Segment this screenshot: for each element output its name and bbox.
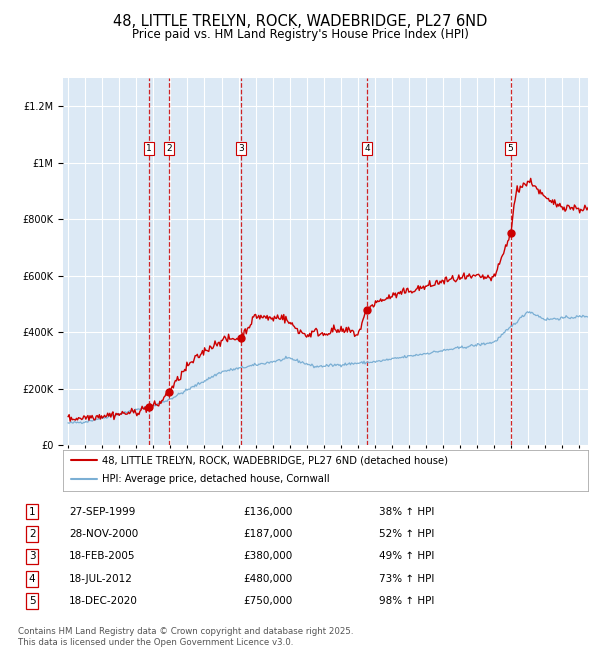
Text: 5: 5 xyxy=(29,597,35,606)
Text: Price paid vs. HM Land Registry's House Price Index (HPI): Price paid vs. HM Land Registry's House … xyxy=(131,28,469,41)
Text: £136,000: £136,000 xyxy=(244,506,293,517)
Text: 2: 2 xyxy=(29,529,35,539)
Text: 28-NOV-2000: 28-NOV-2000 xyxy=(69,529,138,539)
Text: 48, LITTLE TRELYN, ROCK, WADEBRIDGE, PL27 6ND: 48, LITTLE TRELYN, ROCK, WADEBRIDGE, PL2… xyxy=(113,14,487,29)
Text: £750,000: £750,000 xyxy=(244,597,293,606)
Text: £380,000: £380,000 xyxy=(244,551,293,562)
Text: 4: 4 xyxy=(29,574,35,584)
Text: 49% ↑ HPI: 49% ↑ HPI xyxy=(379,551,434,562)
Text: 48, LITTLE TRELYN, ROCK, WADEBRIDGE, PL27 6ND (detached house): 48, LITTLE TRELYN, ROCK, WADEBRIDGE, PL2… xyxy=(103,455,448,465)
Text: 18-FEB-2005: 18-FEB-2005 xyxy=(69,551,135,562)
Text: HPI: Average price, detached house, Cornwall: HPI: Average price, detached house, Corn… xyxy=(103,474,330,484)
Text: 18-JUL-2012: 18-JUL-2012 xyxy=(69,574,133,584)
Text: 3: 3 xyxy=(238,144,244,153)
Text: 27-SEP-1999: 27-SEP-1999 xyxy=(69,506,135,517)
Text: 52% ↑ HPI: 52% ↑ HPI xyxy=(379,529,434,539)
Text: 73% ↑ HPI: 73% ↑ HPI xyxy=(379,574,434,584)
Text: 3: 3 xyxy=(29,551,35,562)
Text: Contains HM Land Registry data © Crown copyright and database right 2025.
This d: Contains HM Land Registry data © Crown c… xyxy=(18,627,353,647)
Text: £187,000: £187,000 xyxy=(244,529,293,539)
Text: 98% ↑ HPI: 98% ↑ HPI xyxy=(379,597,434,606)
Text: £480,000: £480,000 xyxy=(244,574,293,584)
Text: 2: 2 xyxy=(166,144,172,153)
Text: 1: 1 xyxy=(29,506,35,517)
Text: 4: 4 xyxy=(364,144,370,153)
Text: 5: 5 xyxy=(508,144,514,153)
Text: 38% ↑ HPI: 38% ↑ HPI xyxy=(379,506,434,517)
Text: 18-DEC-2020: 18-DEC-2020 xyxy=(69,597,137,606)
Text: 1: 1 xyxy=(146,144,152,153)
